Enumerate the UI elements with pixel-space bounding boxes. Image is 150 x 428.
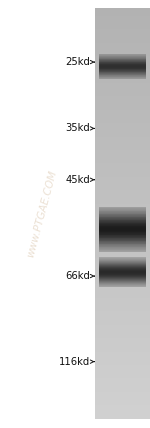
Bar: [99, 231, 146, 232]
Bar: [99, 211, 146, 212]
Bar: [99, 277, 146, 278]
Bar: [99, 224, 146, 225]
Bar: [99, 278, 146, 279]
Bar: [99, 282, 146, 283]
Bar: [99, 250, 146, 251]
Bar: [99, 248, 146, 249]
Bar: [99, 247, 146, 248]
Bar: [99, 285, 146, 286]
Bar: [99, 238, 146, 239]
Bar: [99, 274, 146, 275]
Bar: [99, 251, 146, 252]
Text: www.PTGAE.COM: www.PTGAE.COM: [26, 169, 58, 259]
Bar: [99, 270, 146, 271]
Bar: [99, 226, 146, 227]
Bar: [99, 262, 146, 263]
Bar: [99, 218, 146, 219]
Bar: [99, 219, 146, 220]
Bar: [99, 232, 146, 233]
Text: 66kd: 66kd: [65, 271, 90, 281]
Bar: [99, 220, 146, 221]
Bar: [99, 284, 146, 285]
Bar: [99, 228, 146, 229]
Bar: [99, 276, 146, 277]
Bar: [99, 263, 146, 264]
Bar: [99, 266, 146, 267]
Bar: [99, 235, 146, 236]
Bar: [99, 225, 146, 226]
Bar: [99, 213, 146, 214]
Bar: [99, 216, 146, 217]
Bar: [99, 264, 146, 265]
Bar: [99, 271, 146, 272]
Bar: [99, 269, 146, 270]
Bar: [99, 223, 146, 224]
Bar: [99, 261, 146, 262]
Bar: [99, 208, 146, 209]
Bar: [99, 243, 146, 244]
Bar: [99, 239, 146, 240]
Bar: [99, 249, 146, 250]
Text: 45kd: 45kd: [65, 175, 90, 185]
Bar: [99, 268, 146, 269]
Bar: [99, 272, 146, 273]
Bar: [99, 217, 146, 218]
Text: 116kd: 116kd: [59, 357, 90, 367]
Bar: [99, 241, 146, 242]
Bar: [99, 281, 146, 282]
Bar: [99, 257, 146, 258]
Bar: [99, 280, 146, 281]
Bar: [99, 242, 146, 243]
Bar: [99, 244, 146, 245]
Bar: [99, 246, 146, 247]
Bar: [99, 275, 146, 276]
Bar: [99, 260, 146, 261]
Bar: [99, 236, 146, 237]
Bar: [99, 258, 146, 259]
Bar: [99, 215, 146, 216]
Bar: [99, 286, 146, 287]
Bar: [99, 240, 146, 241]
Bar: [99, 212, 146, 213]
Bar: [99, 245, 146, 246]
Bar: [99, 229, 146, 230]
Bar: [99, 265, 146, 266]
Bar: [99, 222, 146, 223]
Bar: [99, 214, 146, 215]
Bar: [99, 209, 146, 210]
Bar: [99, 230, 146, 231]
Bar: [99, 259, 146, 260]
Bar: [99, 221, 146, 222]
Text: 35kd: 35kd: [65, 123, 90, 134]
Bar: [99, 273, 146, 274]
Bar: [99, 267, 146, 268]
Bar: [99, 283, 146, 284]
Bar: [99, 279, 146, 280]
Bar: [99, 233, 146, 234]
Bar: [99, 234, 146, 235]
Text: 25kd: 25kd: [65, 57, 90, 67]
Bar: [99, 207, 146, 208]
Bar: [99, 237, 146, 238]
Bar: [99, 227, 146, 228]
Bar: [99, 210, 146, 211]
